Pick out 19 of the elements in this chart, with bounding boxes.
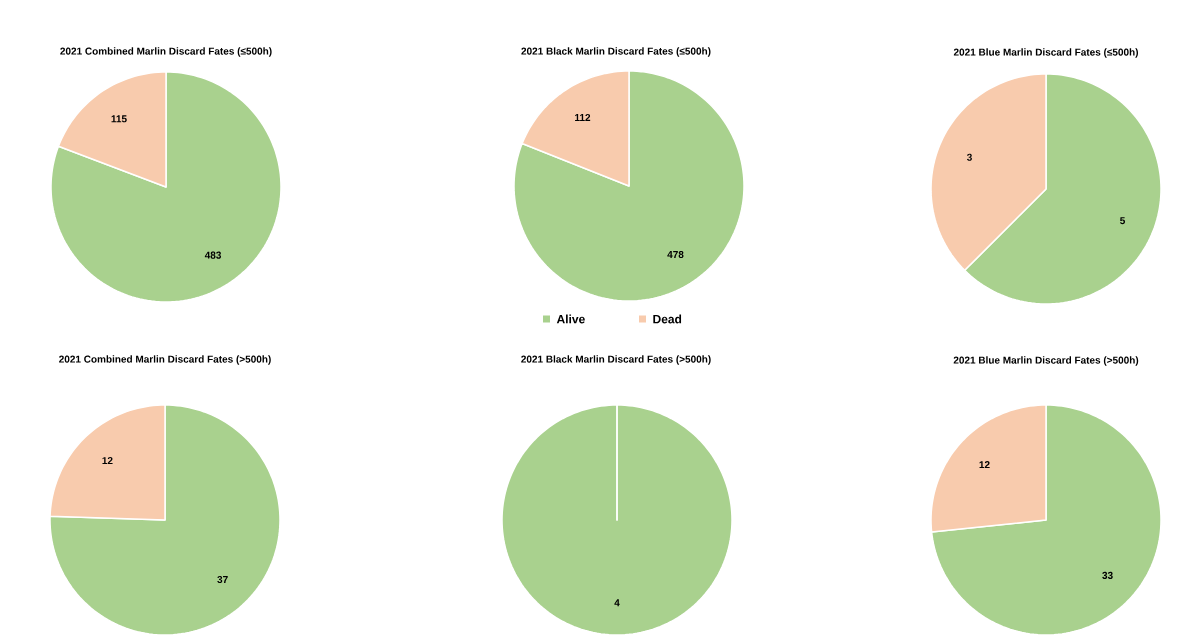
data-label: 478 (667, 250, 684, 259)
chart-title: 2021 Combined Marlin Discard Fates (≤500h) (60, 47, 272, 57)
data-label: 33 (1102, 571, 1113, 579)
legend-label: Dead (653, 314, 682, 324)
chart-title: 2021 Blue Marlin Discard Fates (≤500h) (953, 48, 1139, 58)
chart-title: 2021 Black Marlin Discard Fates (>500h) (521, 355, 711, 365)
legend-label: Alive (556, 314, 585, 324)
data-label: 37 (217, 575, 228, 584)
data-label: 12 (102, 457, 113, 465)
chart-title: 2021 Blue Marlin Discard Fates (>500h) (953, 356, 1139, 366)
data-label: 483 (204, 251, 222, 259)
chart-title: 2021 Combined Marlin Discard Fates (>500h) (59, 355, 271, 365)
data-label: 5 (1120, 217, 1126, 225)
data-label: 3 (966, 153, 972, 161)
data-label: 115 (111, 115, 127, 123)
data-label: 12 (979, 461, 990, 469)
data-label: 112 (575, 114, 591, 121)
data-label: 4 (614, 599, 620, 607)
chart-title: 2021 Black Marlin Discard Fates (≤500h) (521, 47, 711, 57)
